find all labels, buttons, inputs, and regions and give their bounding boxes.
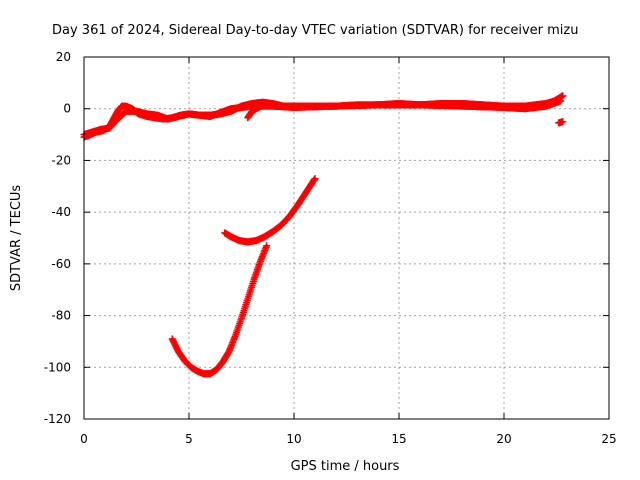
plot-frame xyxy=(83,56,610,420)
x-tick-label: 25 xyxy=(601,432,616,446)
y-tick-label: -100 xyxy=(44,360,71,374)
data-point xyxy=(263,242,271,250)
y-tick-label: 0 xyxy=(63,102,71,116)
data-point xyxy=(559,92,567,100)
y-tick-label: -120 xyxy=(44,412,71,426)
data-point xyxy=(311,175,319,183)
series-4 xyxy=(221,175,319,246)
x-tick-label: 20 xyxy=(496,432,511,446)
y-tick-label: 20 xyxy=(56,50,71,64)
series-2 xyxy=(244,100,277,122)
y-tick-label: -20 xyxy=(51,153,71,167)
data-point xyxy=(557,97,565,105)
x-tick-label: 5 xyxy=(185,432,193,446)
series-3 xyxy=(555,118,567,127)
x-tick-label: 10 xyxy=(286,432,301,446)
y-axis-label: SDTVAR / TECUs xyxy=(9,185,24,292)
x-tick-label: 15 xyxy=(391,432,406,446)
data-point xyxy=(559,118,567,126)
data-point xyxy=(269,100,277,108)
axis-ticks: 0 5 10 15 20 25 20 0 -20 -40 -60 -80 -100 -120 xyxy=(44,50,617,446)
data-points xyxy=(80,92,567,378)
series-5 xyxy=(168,242,271,378)
y-tick-label: -80 xyxy=(51,309,71,323)
y-tick-label: -40 xyxy=(51,205,71,219)
x-axis-label: GPS time / hours xyxy=(291,459,400,474)
chart-title: Day 361 of 2024, Sidereal Day-to-day VTE… xyxy=(52,23,578,38)
grid xyxy=(84,57,609,419)
x-tick-label: 0 xyxy=(80,432,88,446)
y-tick-label: -60 xyxy=(51,257,71,271)
